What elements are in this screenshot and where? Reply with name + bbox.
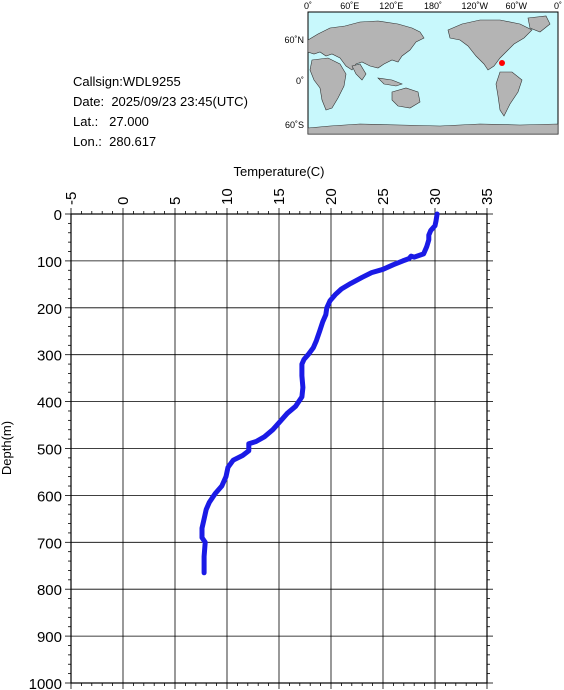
- map-lon-label: 60˚E: [340, 1, 359, 11]
- australia-landmass: [391, 87, 421, 109]
- chart-grid: [71, 214, 487, 683]
- callsign-value: WDL9255: [122, 74, 181, 89]
- antarctica-landmass: [307, 123, 559, 135]
- lat-row: Lat.: 27.000: [73, 112, 248, 132]
- y-tick-labels: 0 100 200 300 400 500 600 700 800 900 1000: [29, 207, 62, 690]
- map-lat-label: 0˚: [296, 76, 304, 86]
- lat-label: Lat.:: [73, 114, 99, 129]
- station-location-marker: [499, 60, 505, 66]
- date-label: Date:: [73, 94, 105, 109]
- station-info: Callsign:WDL9255 Date: 2025/09/23 23:45(…: [73, 72, 248, 152]
- north-america-landmass: [447, 19, 533, 71]
- y-tick-label: 1000: [29, 676, 62, 690]
- y-tick-label: 500: [37, 442, 62, 459]
- map-lat-labels: 60˚N 0˚ 60˚S: [284, 35, 304, 130]
- map-lon-label: 120˚W: [461, 1, 488, 11]
- indonesia-landmass: [377, 77, 403, 87]
- y-tick-label: 0: [54, 207, 62, 224]
- callsign-row: Callsign:WDL9255: [73, 72, 248, 92]
- africa-landmass: [309, 57, 347, 111]
- world-map: 0˚ 60˚E 120˚E 180˚ 120˚W 60˚W 0˚ 60˚N 0˚ 60˚S: [284, 1, 562, 135]
- south-america-landmass: [495, 71, 523, 117]
- x-axis-title: Temperature(C): [233, 164, 324, 179]
- greenland-landmass: [527, 15, 551, 33]
- temperature-profile-line: [199, 211, 440, 576]
- lon-value: 280.617: [109, 134, 157, 149]
- x-tick-label: 25: [375, 188, 392, 205]
- date-row: Date: 2025/09/23 23:45(UTC): [73, 92, 248, 112]
- eurasia-landmass: [307, 20, 425, 71]
- y-tick-label: 800: [37, 582, 62, 599]
- y-tick-label: 400: [37, 395, 62, 412]
- map-lon-label: 60˚W: [506, 1, 528, 11]
- x-tick-label: 0: [115, 197, 132, 205]
- lon-label: Lon.:: [73, 134, 102, 149]
- map-lon-label: 0˚: [304, 1, 312, 11]
- x-tick-label: 10: [219, 188, 236, 205]
- x-tick-label: 20: [323, 188, 340, 205]
- map-landmasses: [307, 15, 559, 135]
- x-tick-labels: -5 0 5 10 15 20 25 30 35: [63, 188, 496, 205]
- y-tick-label: 300: [37, 348, 62, 365]
- x-tick-label: 15: [271, 188, 288, 205]
- x-tick-label: 30: [427, 188, 444, 205]
- y-tick-label: 100: [37, 254, 62, 271]
- map-lon-label: 120˚E: [379, 1, 403, 11]
- minor-ticks: [65, 208, 493, 689]
- date-value: 2025/09/23 23:45(UTC): [111, 94, 248, 109]
- y-tick-label: 200: [37, 301, 62, 318]
- map-lat-label: 60˚S: [285, 120, 304, 130]
- callsign-label: Callsign:: [73, 74, 123, 89]
- south-asia-landmass: [351, 63, 367, 81]
- y-tick-label: 900: [37, 629, 62, 646]
- x-tick-label: 35: [479, 188, 496, 205]
- x-tick-label: 5: [167, 197, 184, 205]
- lon-row: Lon.: 280.617: [73, 132, 248, 152]
- y-axis-title: Depth(m): [0, 421, 14, 475]
- map-lon-labels: 0˚ 60˚E 120˚E 180˚ 120˚W 60˚W 0˚: [304, 1, 562, 11]
- map-lat-label: 60˚N: [284, 35, 304, 45]
- map-lon-label: 180˚: [424, 1, 442, 11]
- map-lon-label: 0˚: [554, 1, 562, 11]
- y-tick-label: 600: [37, 488, 62, 505]
- y-tick-label: 700: [37, 535, 62, 552]
- lat-value: 27.000: [109, 114, 149, 129]
- x-tick-label: -5: [63, 192, 80, 205]
